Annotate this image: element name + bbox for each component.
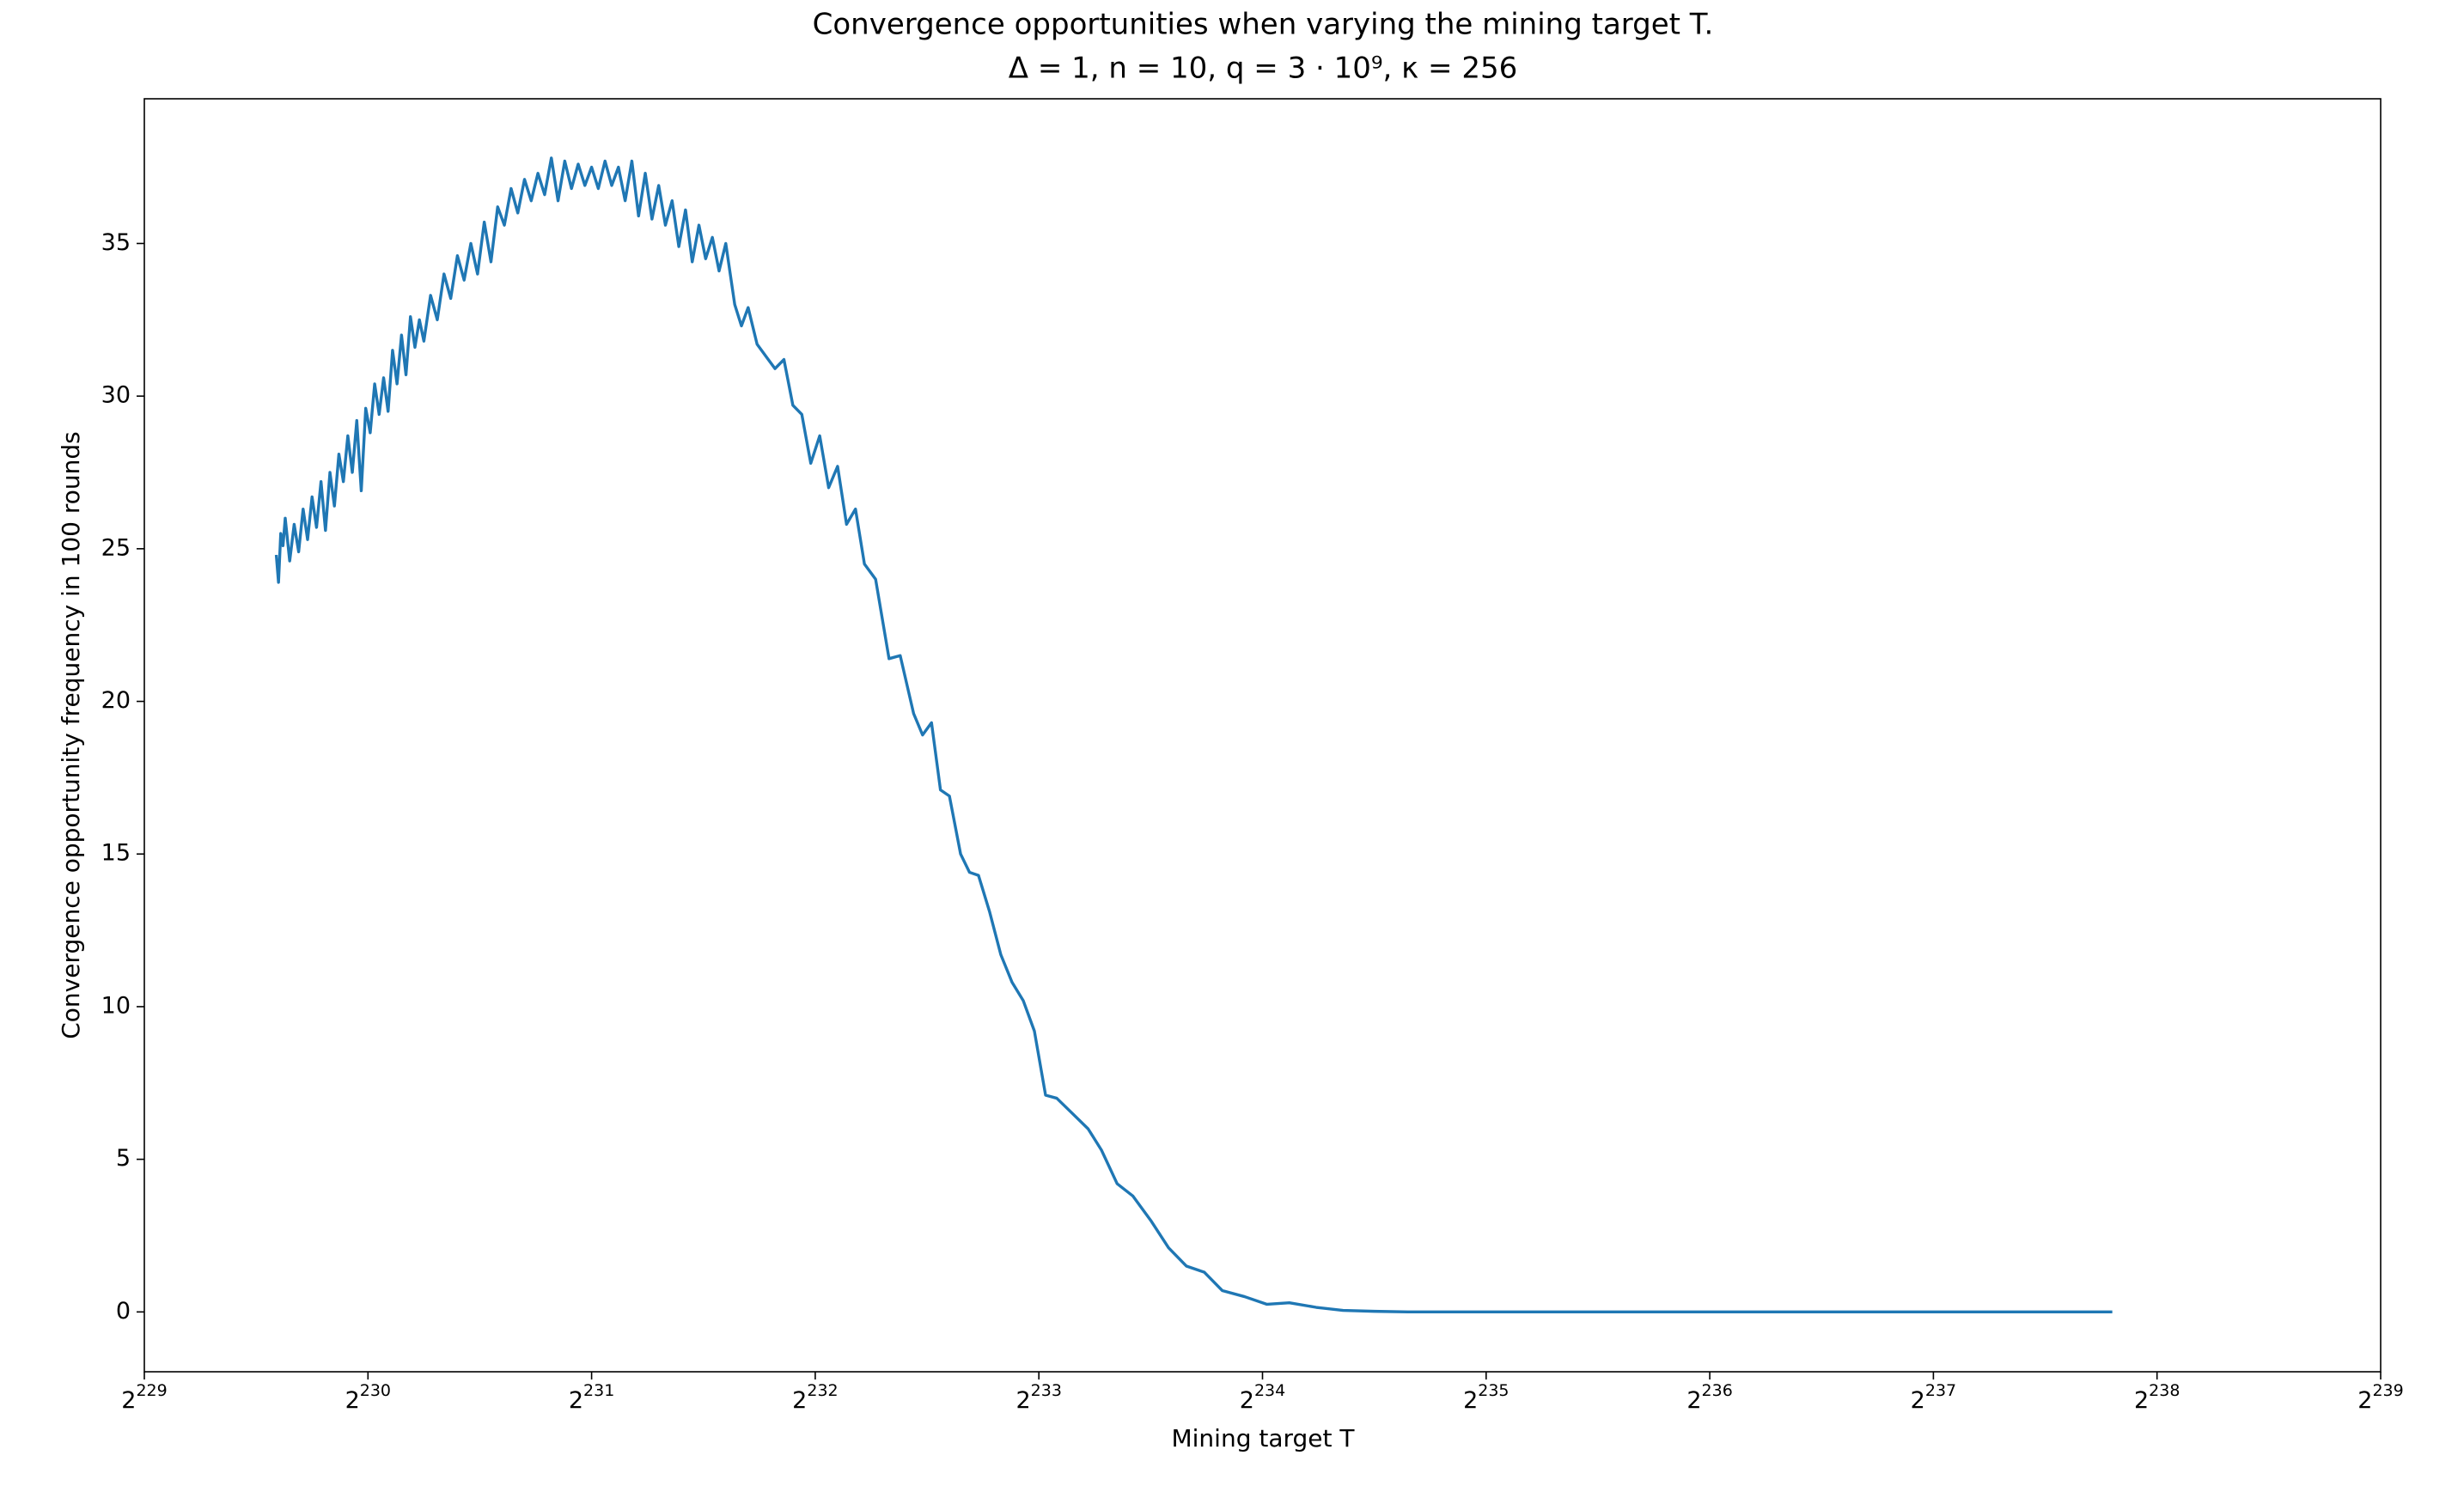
x-tick-label: 2234 xyxy=(1240,1381,1285,1414)
x-tick-base: 2 xyxy=(1686,1387,1701,1414)
chart-subtitle: Δ = 1, n = 10, q = 3 · 10⁹, κ = 256 xyxy=(1009,52,1517,86)
x-tick-base: 2 xyxy=(1463,1387,1478,1414)
x-tick-exponent: 230 xyxy=(360,1381,391,1400)
y-tick-label: 10 xyxy=(101,992,131,1019)
x-tick-base: 2 xyxy=(2357,1387,2372,1414)
x-tick-label: 2229 xyxy=(121,1381,167,1414)
x-tick-exponent: 237 xyxy=(1925,1381,1956,1400)
x-tick-exponent: 233 xyxy=(1031,1381,1062,1400)
x-tick-label: 2230 xyxy=(345,1381,391,1414)
x-tick-base: 2 xyxy=(1240,1387,1254,1414)
x-tick-base: 2 xyxy=(2134,1387,2149,1414)
x-tick-label: 2235 xyxy=(1463,1381,1509,1414)
x-tick-exponent: 238 xyxy=(2149,1381,2180,1400)
x-tick-label: 2233 xyxy=(1015,1381,1061,1414)
x-tick-exponent: 239 xyxy=(2372,1381,2403,1400)
x-tick-base: 2 xyxy=(569,1387,583,1414)
y-axis-label: Convergence opportunity frequency in 100… xyxy=(57,431,85,1039)
x-tick-base: 2 xyxy=(1911,1387,1925,1414)
y-tick-label: 5 xyxy=(116,1145,131,1172)
x-tick-label: 2231 xyxy=(569,1381,614,1414)
x-tick-label: 2237 xyxy=(1911,1381,1956,1414)
x-tick-label: 2238 xyxy=(2134,1381,2180,1414)
y-tick-label: 30 xyxy=(101,382,131,409)
x-axis-label: Mining target T xyxy=(1171,1424,1355,1453)
x-tick-base: 2 xyxy=(1015,1387,1030,1414)
x-tick-base: 2 xyxy=(121,1387,136,1414)
x-tick-exponent: 231 xyxy=(583,1381,614,1400)
x-tick-label: 2232 xyxy=(792,1381,838,1414)
x-tick-base: 2 xyxy=(792,1387,807,1414)
y-tick-label: 20 xyxy=(101,687,131,714)
y-tick-label: 15 xyxy=(101,840,131,867)
data-line xyxy=(274,156,2113,1314)
y-tick-label: 25 xyxy=(101,534,131,561)
y-tick-label: 35 xyxy=(101,229,131,256)
x-tick-exponent: 229 xyxy=(136,1381,167,1400)
x-tick-base: 2 xyxy=(345,1387,360,1414)
x-tick-label: 2239 xyxy=(2357,1381,2403,1414)
x-tick-label: 2236 xyxy=(1686,1381,1732,1414)
x-tick-exponent: 232 xyxy=(807,1381,838,1400)
x-tick-exponent: 235 xyxy=(1478,1381,1509,1400)
plot-frame xyxy=(143,98,2382,1373)
chart-title: Convergence opportunities when varying t… xyxy=(813,8,1714,42)
y-tick-label: 0 xyxy=(116,1298,131,1325)
x-tick-exponent: 234 xyxy=(1254,1381,1285,1400)
x-tick-exponent: 236 xyxy=(1702,1381,1733,1400)
